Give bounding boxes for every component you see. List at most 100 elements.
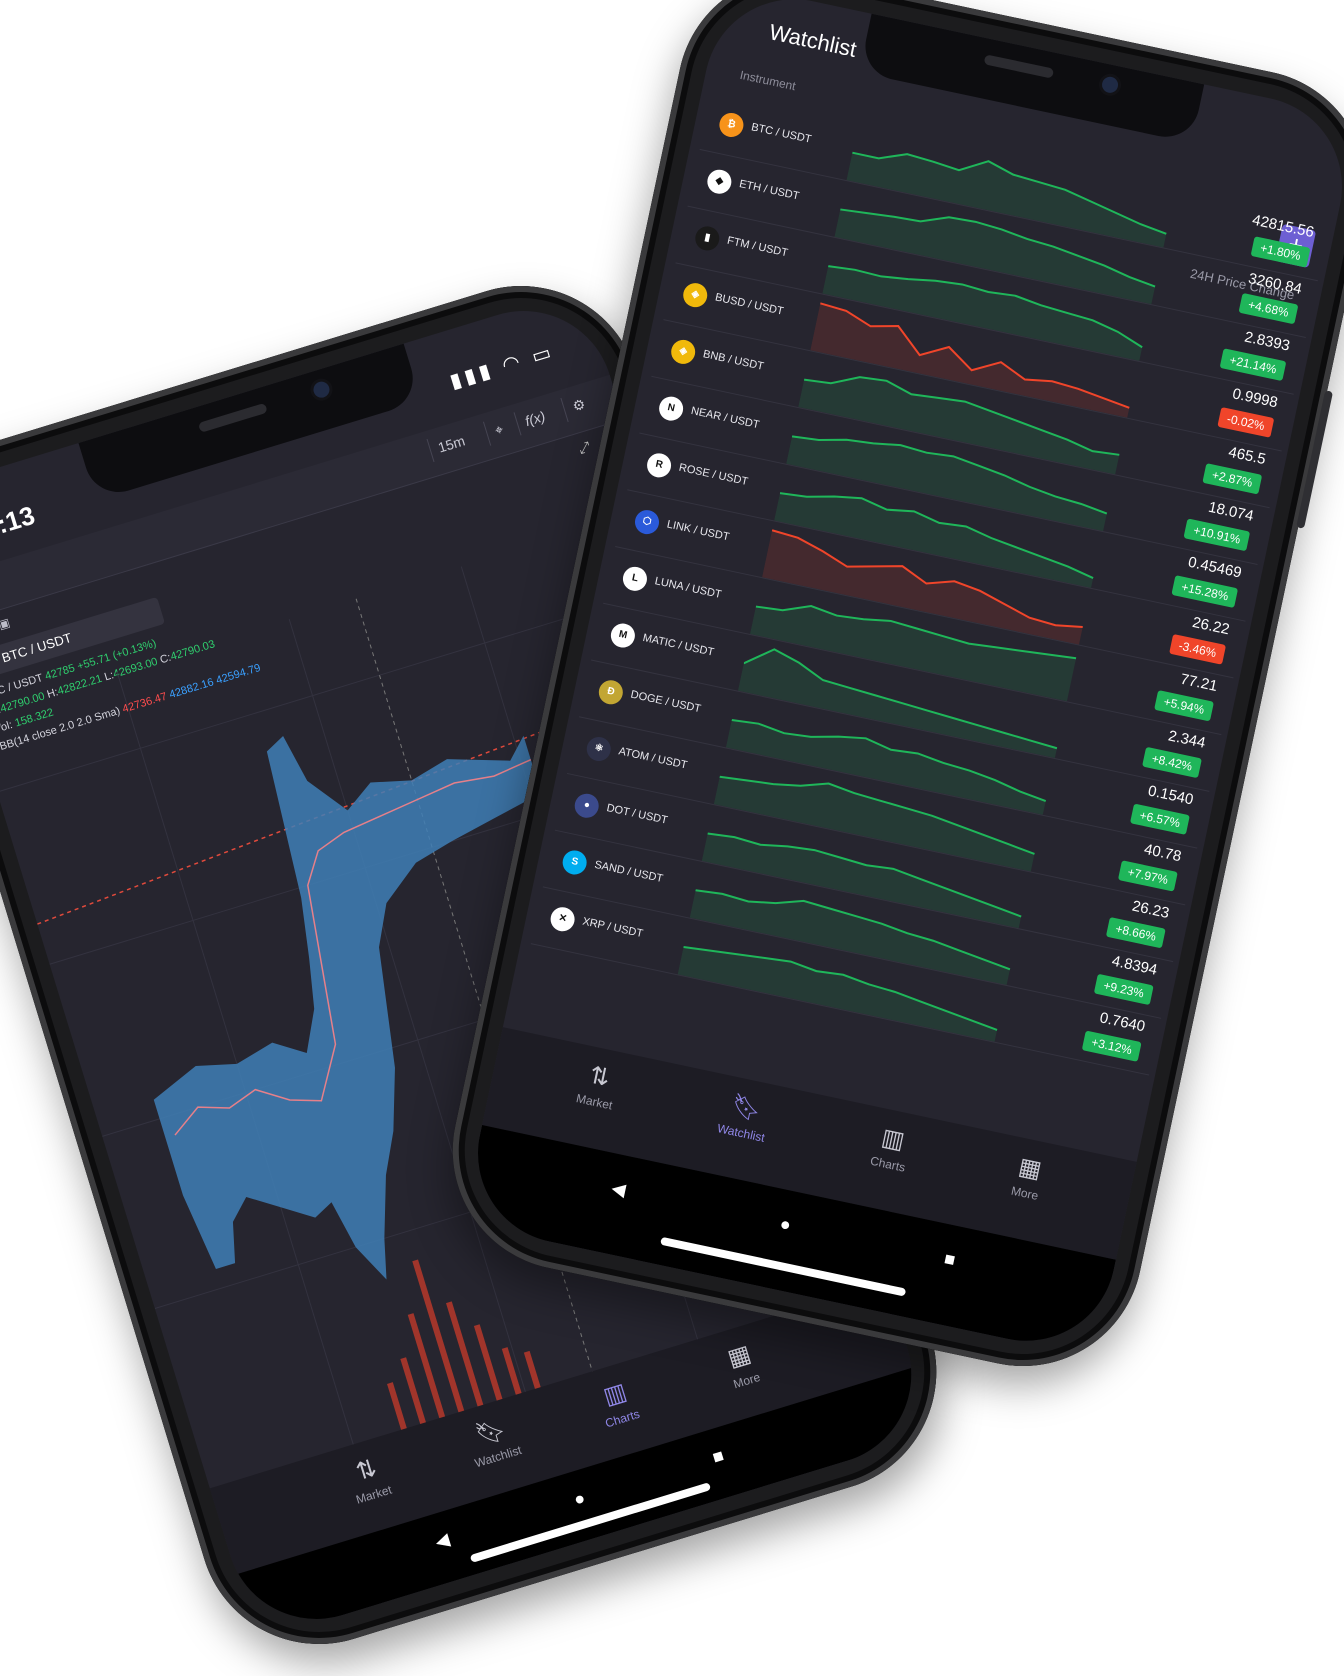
home-indicator[interactable] <box>469 1482 712 1563</box>
watchlist-row[interactable]: ◈ BUSD / USDT 0.9998 -0.02% <box>663 262 1294 452</box>
volume-bars <box>387 1259 545 1442</box>
timeframe-button[interactable]: 15m <box>426 426 476 463</box>
save-icon[interactable]: ▣ <box>0 615 12 633</box>
sparkline <box>822 265 1143 361</box>
change-badge: +1.80% <box>1250 236 1311 268</box>
watchlist-row[interactable]: R ROSE / USDT 0.45469 +15.28% <box>627 432 1258 622</box>
right-phone: Watchlist Instrument + 24H Price Change … <box>430 0 1344 1389</box>
sparkline <box>774 492 1094 588</box>
row-price: 2.344 <box>1166 727 1207 752</box>
home-indicator[interactable] <box>660 1236 907 1297</box>
row-symbol: BTC / USDT <box>750 121 813 146</box>
row-symbol: FTM / USDT <box>726 234 789 260</box>
row-price: 77.21 <box>1178 670 1219 696</box>
watchlist-row[interactable]: Ð DOGE / USDT 0.1540 +6.57% <box>578 659 1210 849</box>
change-badge: +2.87% <box>1202 463 1263 495</box>
row-price: 4.8394 <box>1110 952 1159 979</box>
change-badge: +5.94% <box>1154 690 1215 722</box>
info-price: 42785 <box>43 662 77 683</box>
row-symbol: XRP / USDT <box>581 915 645 941</box>
doge-icon: Ð <box>596 678 626 707</box>
speaker <box>197 402 268 433</box>
sparkline <box>737 648 1058 759</box>
busd-icon: ◈ <box>681 280 710 310</box>
sparkline <box>701 832 1022 929</box>
change-badge: +10.91% <box>1183 518 1251 552</box>
sparkline <box>713 775 1035 872</box>
recents-icon[interactable]: ■ <box>942 1248 958 1271</box>
status-icons: ▮▮▮ ◠ ▭ <box>447 340 558 394</box>
power-button <box>1296 390 1334 529</box>
row-symbol: BNB / USDT <box>701 348 765 373</box>
speaker <box>983 54 1055 79</box>
row-symbol: ETH / USDT <box>738 178 801 203</box>
home-icon[interactable]: ● <box>778 1213 793 1236</box>
row-symbol: SAND / USDT <box>593 858 665 886</box>
row-symbol: LUNA / USDT <box>653 575 723 602</box>
matic-icon: M <box>608 621 638 650</box>
row-price: 2.8393 <box>1242 328 1292 355</box>
watchlist-row[interactable]: ⚛ ATOM / USDT 40.78 +7.97% <box>566 716 1198 906</box>
back-icon[interactable]: ◀ <box>609 1177 628 1200</box>
change-badge: +7.97% <box>1117 860 1178 892</box>
row-price: 40.78 <box>1142 840 1183 866</box>
crosshair-icon[interactable]: ⌖ <box>483 414 515 446</box>
back-icon[interactable]: ◀ <box>432 1529 452 1553</box>
fullscreen-icon[interactable]: ⤢ <box>576 438 592 457</box>
row-price: 0.9998 <box>1230 385 1280 412</box>
watchlist-row[interactable]: ● DOT / USDT 26.23 +8.66% <box>554 772 1186 963</box>
eth-icon: ◆ <box>705 167 734 196</box>
watchlist-row[interactable]: L LUNA / USDT 77.21 +5.94% <box>603 546 1234 736</box>
sparkline <box>846 151 1167 248</box>
watchlist-rows: ₿ BTC / USDT 42815.56 +1.80% ◆ ETH / USDT 3260… <box>530 0 1344 1076</box>
atom-icon: ⚛ <box>584 734 614 764</box>
watchlist-row[interactable]: M MATIC / USDT 2.344 +8.42% <box>591 602 1222 792</box>
nav-charts[interactable]: ▥ Charts <box>558 1364 677 1441</box>
luna-icon: L <box>620 564 650 594</box>
row-price: 18.074 <box>1206 498 1256 525</box>
change-badge: +4.68% <box>1238 292 1299 325</box>
watchlist-row[interactable]: ₿ BTC / USDT 42815.56 +1.80% <box>699 92 1330 282</box>
nav-market[interactable]: ⇅ Market <box>310 1440 429 1517</box>
row-price: 465.5 <box>1226 443 1268 469</box>
change-badge: +8.42% <box>1141 746 1202 779</box>
watchlist-row[interactable]: ◈ BNB / USDT 465.5 +2.87% <box>651 319 1282 509</box>
indicators-icon[interactable]: f(x) <box>513 401 556 436</box>
sparkline <box>786 435 1108 532</box>
sparkline <box>725 719 1047 815</box>
recents-icon[interactable]: ■ <box>709 1445 727 1468</box>
xrp-icon: ✕ <box>548 904 577 934</box>
row-price: 26.22 <box>1190 613 1232 639</box>
watchlist-row[interactable]: ⬡ LINK / USDT 26.22 -3.46% <box>615 489 1246 679</box>
change-badge: +6.57% <box>1129 803 1190 835</box>
watchlist-row[interactable]: ✕ XRP / USDT 0.7640 +3.12% <box>530 886 1162 1076</box>
watchlist-row[interactable]: N NEAR / USDT 18.074 +10.91% <box>639 375 1270 565</box>
near-icon: N <box>656 394 686 423</box>
row-symbol: ATOM / USDT <box>617 745 689 772</box>
row-symbol: NEAR / USDT <box>689 404 761 432</box>
home-icon[interactable]: ● <box>571 1487 588 1510</box>
notch <box>859 13 1205 144</box>
watchlist-row[interactable]: S SAND / USDT 4.8394 +9.23% <box>542 829 1174 1019</box>
nav-more[interactable]: ▦ More <box>969 1143 1086 1212</box>
sparkline <box>749 605 1077 702</box>
nav-charts[interactable]: ▥ Charts <box>833 1114 950 1183</box>
sparkline <box>677 945 998 1042</box>
watchlist-row[interactable]: ▮ FTM / USDT 2.8393 +21.14% <box>675 205 1306 395</box>
nav-more[interactable]: ▦ More <box>683 1326 802 1403</box>
gear-icon[interactable]: ⚙ <box>560 389 597 422</box>
bb-middle-line <box>174 758 532 1136</box>
sub-time: 11:34 ▣ <box>0 615 12 641</box>
sand-icon: S <box>560 848 589 877</box>
watchlist-screen: Watchlist Instrument + 24H Price Change … <box>461 0 1344 1358</box>
nav-more-label: More <box>731 1369 762 1392</box>
nav-market[interactable]: ⇅ Market <box>539 1051 656 1120</box>
nav-watchlist[interactable]: 🔖︎ Watchlist <box>686 1082 803 1151</box>
change-badge: +3.12% <box>1081 1030 1142 1062</box>
watchlist-row[interactable]: ◆ ETH / USDT 3260.84 +4.68% <box>687 148 1318 339</box>
row-symbol: ROSE / USDT <box>677 461 750 489</box>
nav-watchlist[interactable]: 🔖︎ Watchlist <box>434 1402 553 1479</box>
change-badge: +8.66% <box>1105 916 1166 949</box>
btc-icon: ₿ <box>717 110 746 140</box>
change-badge: +21.14% <box>1219 348 1287 382</box>
